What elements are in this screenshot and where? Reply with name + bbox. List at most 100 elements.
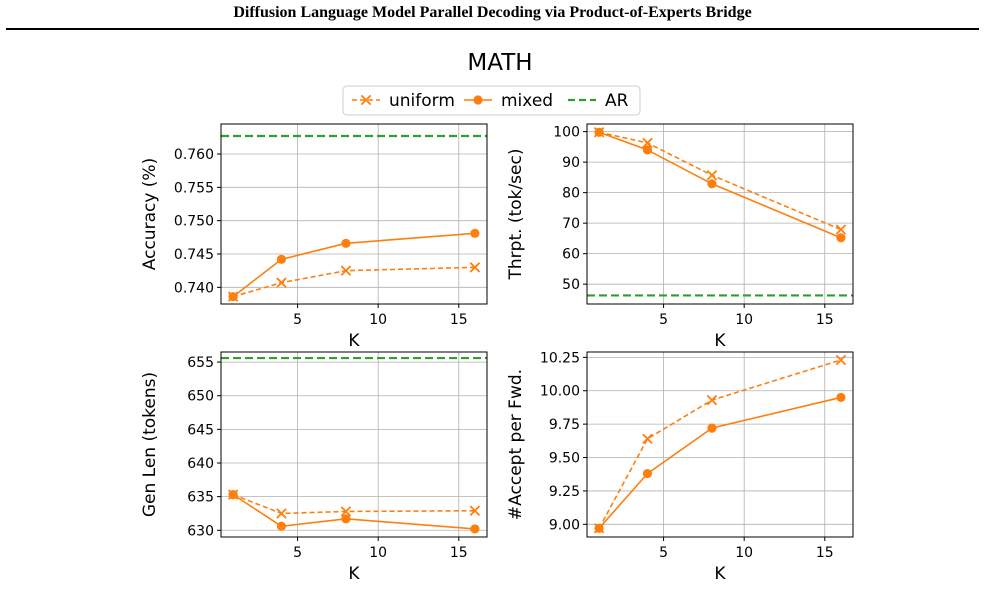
series-line-uniform xyxy=(598,359,842,529)
header-rule xyxy=(6,28,979,30)
data-point-uniform xyxy=(469,505,481,517)
y-tick-label: 80 xyxy=(562,186,580,202)
x-tick-label: 5 xyxy=(293,312,302,328)
x-axis-label: K xyxy=(714,331,726,351)
paper-running-header: Diffusion Language Model Parallel Decodi… xyxy=(233,4,752,21)
data-point-mixed xyxy=(341,238,351,248)
legend: uniform mixed AR xyxy=(342,85,641,116)
y-tick-label: 70 xyxy=(562,216,580,232)
legend-marker-mixed xyxy=(473,95,483,105)
y-tick-label: 650 xyxy=(187,389,214,405)
legend-item-ar: AR xyxy=(568,91,629,111)
chart-panel-3: 5 10 15 630 635 640 645 650 655 K Gen Len (tokens) xyxy=(140,351,488,584)
data-point-mixed xyxy=(228,292,238,302)
y-tick-label: 90 xyxy=(562,155,580,171)
data-point-uniform xyxy=(276,277,287,288)
x-tick-label: 15 xyxy=(450,545,468,561)
y-tick-label: 9.00 xyxy=(549,517,580,533)
data-point-mixed xyxy=(470,524,480,534)
data-point-uniform xyxy=(835,354,847,366)
x-axis-label: K xyxy=(348,331,360,351)
data-point-uniform xyxy=(642,433,653,445)
y-tick-label: 0.745 xyxy=(174,247,214,263)
data-point-mixed xyxy=(276,254,287,264)
data-point-mixed xyxy=(642,468,653,479)
legend-marker-uniform xyxy=(360,94,372,106)
data-point-uniform xyxy=(706,170,718,181)
data-point-mixed xyxy=(470,228,480,238)
series-line-mixed xyxy=(232,232,475,298)
series-line-uniform xyxy=(232,493,475,515)
data-point-uniform xyxy=(276,508,287,519)
data-point-uniform xyxy=(835,224,847,235)
y-tick-label: 0.740 xyxy=(174,280,214,296)
data-point-mixed xyxy=(228,490,238,500)
y-tick-label: 640 xyxy=(187,456,214,472)
y-tick-label: 630 xyxy=(187,523,214,539)
x-tick-label: 10 xyxy=(735,545,753,561)
x-tick-label: 10 xyxy=(369,312,387,328)
y-tick-label: 0.755 xyxy=(174,180,214,196)
data-point-mixed xyxy=(594,127,604,137)
legend-label: uniform xyxy=(389,91,455,111)
x-tick-label: 5 xyxy=(659,312,668,328)
data-point-mixed xyxy=(707,179,717,189)
figure-title: MATH xyxy=(467,50,532,76)
x-axis-label: K xyxy=(348,564,360,584)
chart-panel-4: 5 10 15 9.00 9.25 9.50 9.75 10.00 10.25 K #Accept … xyxy=(506,350,854,584)
data-point-uniform xyxy=(340,265,352,276)
chart-panel-1: 5 10 15 0.740 0.745 0.750 0.755 0.760 K Accuracy … xyxy=(140,123,488,351)
chart-panel-2: 5 10 15 50 60 70 80 90 100 K Thrpt. (tok/sec) xyxy=(506,123,854,351)
data-point-uniform xyxy=(469,262,481,273)
data-point-mixed xyxy=(341,514,351,524)
y-axis-label: Gen Len (tokens) xyxy=(140,372,160,517)
series-line-uniform xyxy=(232,266,475,298)
data-point-mixed xyxy=(594,523,604,533)
axes-frame xyxy=(586,123,854,305)
y-tick-label: 100 xyxy=(553,125,580,141)
y-tick-label: 635 xyxy=(187,490,214,506)
x-axis-label: K xyxy=(714,564,726,584)
y-tick-label: 50 xyxy=(562,277,580,293)
y-axis-label: Accuracy (%) xyxy=(140,158,160,270)
y-tick-label: 0.750 xyxy=(174,214,214,230)
data-point-uniform xyxy=(642,137,653,149)
data-point-mixed xyxy=(707,423,717,433)
y-tick-label: 9.50 xyxy=(549,451,580,467)
series-line-uniform xyxy=(598,131,842,231)
y-axis-label: Thrpt. (tok/sec) xyxy=(506,149,526,281)
data-point-mixed xyxy=(836,233,846,243)
x-tick-label: 15 xyxy=(816,545,834,561)
x-tick-label: 15 xyxy=(450,312,468,328)
y-tick-label: 10.25 xyxy=(540,350,580,366)
y-tick-label: 9.25 xyxy=(549,484,580,500)
data-point-uniform xyxy=(706,394,718,406)
x-tick-label: 10 xyxy=(369,545,387,561)
x-tick-label: 5 xyxy=(293,545,302,561)
y-tick-label: 645 xyxy=(187,422,214,438)
x-tick-label: 15 xyxy=(816,312,834,328)
y-tick-label: 9.75 xyxy=(549,417,580,433)
axes-frame xyxy=(220,351,488,538)
data-point-mixed xyxy=(836,392,846,403)
legend-item-mixed: mixed xyxy=(464,91,553,111)
series-line-mixed xyxy=(232,493,475,530)
data-point-uniform xyxy=(340,506,352,517)
axes-frame xyxy=(220,123,488,305)
series-line-mixed xyxy=(598,131,842,239)
y-axis-label: #Accept per Fwd. xyxy=(506,369,526,520)
y-tick-label: 655 xyxy=(187,355,214,371)
y-tick-label: 0.760 xyxy=(174,147,214,163)
legend-label: AR xyxy=(605,91,629,111)
series-line-mixed xyxy=(598,396,842,529)
legend-item-uniform: uniform xyxy=(352,91,455,111)
x-tick-label: 5 xyxy=(659,545,668,561)
y-tick-label: 60 xyxy=(562,247,580,263)
x-tick-label: 10 xyxy=(735,312,753,328)
y-tick-label: 10.00 xyxy=(540,384,580,400)
data-point-mixed xyxy=(276,521,287,531)
legend-label: mixed xyxy=(501,91,553,111)
data-point-mixed xyxy=(642,145,653,155)
axes-frame xyxy=(586,351,854,538)
